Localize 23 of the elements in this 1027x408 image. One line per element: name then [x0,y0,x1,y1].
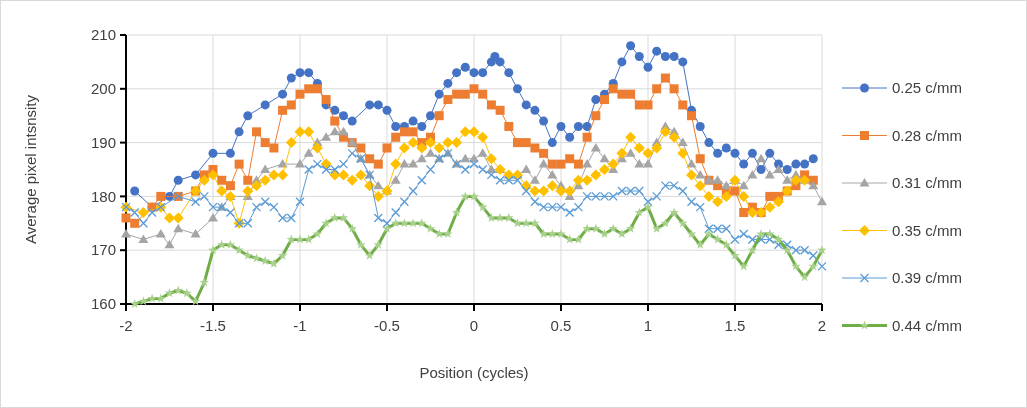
y-tick-label: 190 [90,133,116,151]
x-tick-label: 1 [643,317,653,334]
legend-label: 0.25 c/mm [892,79,963,97]
x-tick-label: 0 [469,317,479,334]
y-tick-label: 210 [90,26,116,44]
x-tick-label: 1.5 [724,317,746,334]
y-tick-label: 160 [90,295,116,313]
y-axis-title: Average pixel intsnsity [22,94,39,244]
legend-label: 0.35 c/mm [892,221,963,239]
x-tick-label: -1 [293,317,307,334]
x-tick-label: -1.5 [200,317,226,334]
y-tick-label: 170 [90,241,116,259]
legend-label: 0.39 c/mm [892,269,963,287]
x-axis-title: Position (cycles) [419,364,529,381]
legend-label: 0.44 c/mm [892,316,963,334]
x-tick-label: 0.5 [550,317,572,334]
legend-label: 0.28 c/mm [892,126,963,144]
x-tick-label: 2 [817,317,827,334]
x-tick-label: -2 [119,317,133,334]
y-tick-label: 200 [90,80,116,98]
x-tick-label: -0.5 [374,317,400,334]
legend-label: 0.31 c/mm [892,174,963,192]
y-tick-label: 180 [90,187,116,205]
